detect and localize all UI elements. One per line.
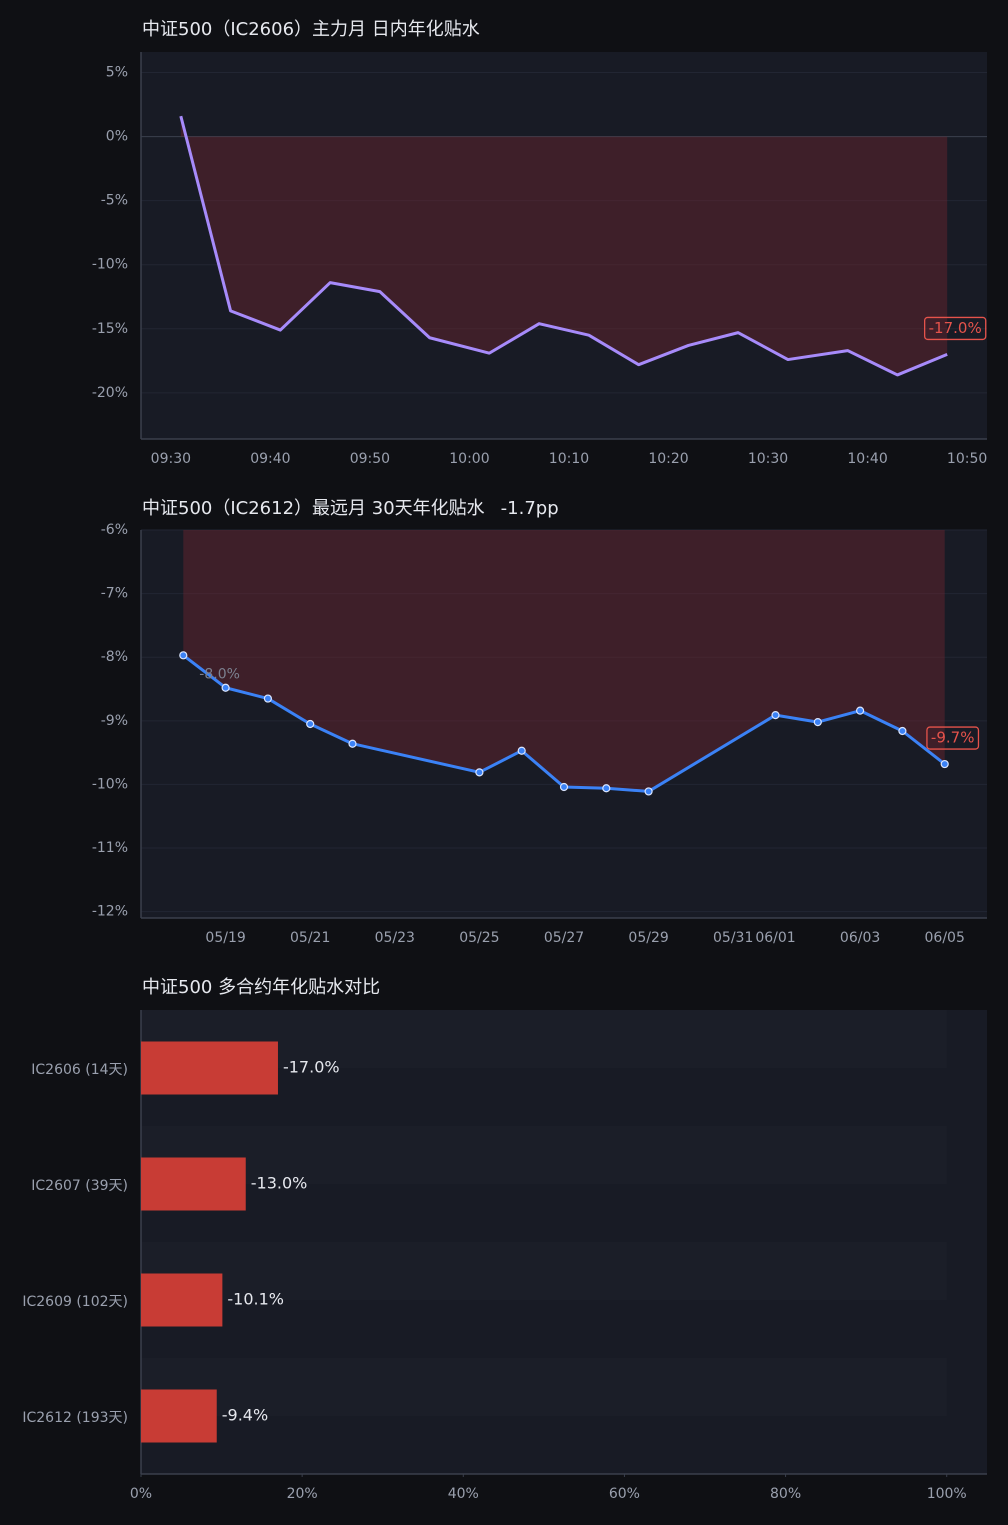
x-tick-label: 10:10 xyxy=(549,451,589,467)
marker xyxy=(348,739,357,748)
x-tick-label: 100% xyxy=(927,1486,967,1502)
marker xyxy=(813,717,822,727)
bar xyxy=(141,1041,278,1095)
marker xyxy=(517,746,526,755)
y-tick-label: -10% xyxy=(92,257,128,273)
y-tick-label: -20% xyxy=(92,385,128,401)
plot-area xyxy=(141,530,987,918)
x-tick-label: 10:50 xyxy=(947,451,987,467)
value-label: -13.0% xyxy=(251,1174,308,1193)
plot-area xyxy=(141,52,987,439)
marker xyxy=(559,782,569,792)
y-tick-label: -11% xyxy=(92,840,128,856)
y-tick-label: -15% xyxy=(92,321,128,337)
x-tick-label: 09:50 xyxy=(350,451,390,467)
x-tick-label: 0% xyxy=(130,1486,152,1502)
x-tick-label: 05/23 xyxy=(375,930,415,946)
marker xyxy=(475,768,484,777)
category-label: IC2612 (193天) xyxy=(22,1410,128,1426)
y-tick-label: -6% xyxy=(101,522,128,538)
x-tick-label: 60% xyxy=(609,1486,640,1502)
x-tick-label: 20% xyxy=(287,1486,318,1502)
chart-subtitle: -1.7pp xyxy=(501,498,559,519)
y-tick-label: -10% xyxy=(92,776,128,792)
marker xyxy=(602,784,611,793)
value-label: -9.7% xyxy=(931,729,975,747)
bar xyxy=(141,1273,223,1327)
y-tick-label: 0% xyxy=(106,129,128,145)
x-tick-label: 40% xyxy=(448,1486,479,1502)
category-label: IC2607 (39天) xyxy=(31,1178,128,1194)
value-label: -17.0% xyxy=(283,1058,340,1077)
x-tick-label: 05/29 xyxy=(628,930,668,946)
chart-title: 中证500 多合约年化贴水对比 xyxy=(142,977,380,998)
x-tick-label: 05/25 xyxy=(459,930,499,946)
x-tick-label: 05/31 xyxy=(713,930,753,946)
marker xyxy=(855,706,865,715)
y-tick-label: -8% xyxy=(101,649,128,665)
category-label: IC2606 (14天) xyxy=(31,1062,128,1078)
x-tick-label: 06/01 xyxy=(755,930,795,946)
area xyxy=(180,116,948,375)
x-tick-label: 10:20 xyxy=(648,451,688,467)
marker xyxy=(263,694,272,703)
marker xyxy=(221,683,230,692)
value-label: -10.1% xyxy=(227,1290,284,1309)
bar xyxy=(141,1389,217,1443)
line xyxy=(179,115,948,377)
x-tick-label: 10:00 xyxy=(449,451,489,467)
y-tick-label: -12% xyxy=(92,904,128,920)
value-label: -17.0% xyxy=(929,319,982,337)
marker xyxy=(940,759,949,769)
marker xyxy=(644,787,653,796)
label-box xyxy=(923,316,987,341)
x-tick-label: 09:30 xyxy=(151,451,191,467)
x-tick-label: 05/21 xyxy=(290,930,330,946)
x-tick-label: 09:40 xyxy=(250,451,290,467)
x-tick-label: 06/05 xyxy=(925,930,965,946)
band xyxy=(141,1126,947,1184)
band xyxy=(141,1242,947,1300)
marker xyxy=(771,710,780,720)
value-label: -8.0% xyxy=(199,666,240,682)
value-label: -9.4% xyxy=(222,1406,268,1425)
y-tick-label: -5% xyxy=(101,193,128,209)
y-tick-label: -9% xyxy=(101,713,128,729)
x-tick-label: 10:40 xyxy=(847,451,887,467)
y-tick-label: 5% xyxy=(106,65,128,81)
chart-title: 中证500（IC2612）最远月 30天年化贴水 xyxy=(142,498,485,519)
band xyxy=(141,1358,947,1416)
category-label: IC2609 (102天) xyxy=(22,1294,128,1310)
x-tick-label: 06/03 xyxy=(840,930,880,946)
bar xyxy=(141,1157,246,1211)
label-box xyxy=(926,726,980,750)
x-tick-label: 80% xyxy=(770,1486,801,1502)
marker xyxy=(898,726,907,736)
marker xyxy=(179,651,188,660)
x-tick-label: 10:30 xyxy=(748,451,788,467)
chart-title: 中证500（IC2606）主力月 日内年化贴水 xyxy=(142,19,480,40)
x-tick-label: 05/27 xyxy=(544,930,584,946)
x-tick-label: 05/19 xyxy=(205,930,245,946)
marker xyxy=(306,719,315,729)
y-tick-label: -7% xyxy=(101,586,128,602)
